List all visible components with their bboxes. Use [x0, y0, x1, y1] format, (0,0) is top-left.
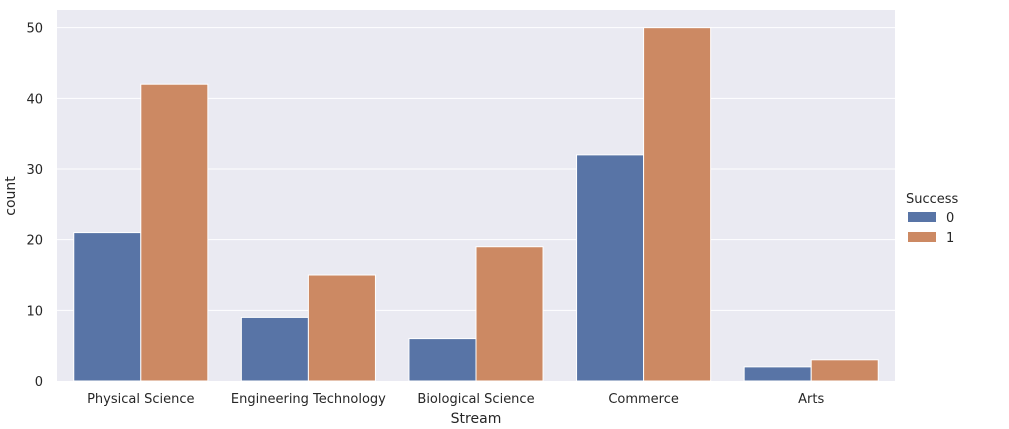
x-tick-label: Commerce	[608, 392, 679, 407]
y-tick-labels: 0 10 20 30 40 50	[26, 22, 43, 390]
x-tick-label: Physical Science	[87, 392, 194, 407]
x-tick-label: Arts	[798, 392, 824, 407]
y-tick-label: 20	[26, 234, 43, 249]
y-axis-label: count	[3, 176, 19, 216]
bar-biological-science-success-1	[475, 246, 544, 382]
bar-physical-science-success-0	[73, 232, 142, 382]
y-tick-label: 10	[26, 304, 43, 319]
legend-label-0: 0	[946, 211, 954, 226]
y-tick-label: 0	[35, 375, 43, 390]
bar-physical-science-success-1	[140, 83, 209, 382]
x-tick-label: Engineering Technology	[231, 392, 386, 407]
x-tick-label: Biological Science	[417, 392, 534, 407]
bars	[73, 27, 879, 382]
legend-swatch-1	[908, 232, 936, 242]
x-axis-label: Stream	[451, 411, 502, 427]
bar-arts-success-1	[810, 359, 879, 382]
bar-arts-success-0	[743, 366, 812, 382]
bar-biological-science-success-0	[408, 338, 477, 382]
legend-title: Success	[906, 192, 959, 207]
x-tick-labels: Physical Science Engineering Technology Bi…	[87, 392, 824, 407]
y-tick-label: 50	[26, 22, 43, 37]
bar-commerce-success-1	[643, 27, 712, 382]
legend: Success 0 1	[906, 192, 959, 246]
bar-engineering-technology-success-1	[307, 274, 376, 382]
y-tick-label: 40	[26, 92, 43, 107]
legend-swatch-0	[908, 212, 936, 222]
bar-commerce-success-0	[576, 154, 645, 382]
legend-label-1: 1	[946, 231, 954, 246]
y-tick-label: 30	[26, 163, 43, 178]
bar-engineering-technology-success-0	[240, 316, 309, 382]
